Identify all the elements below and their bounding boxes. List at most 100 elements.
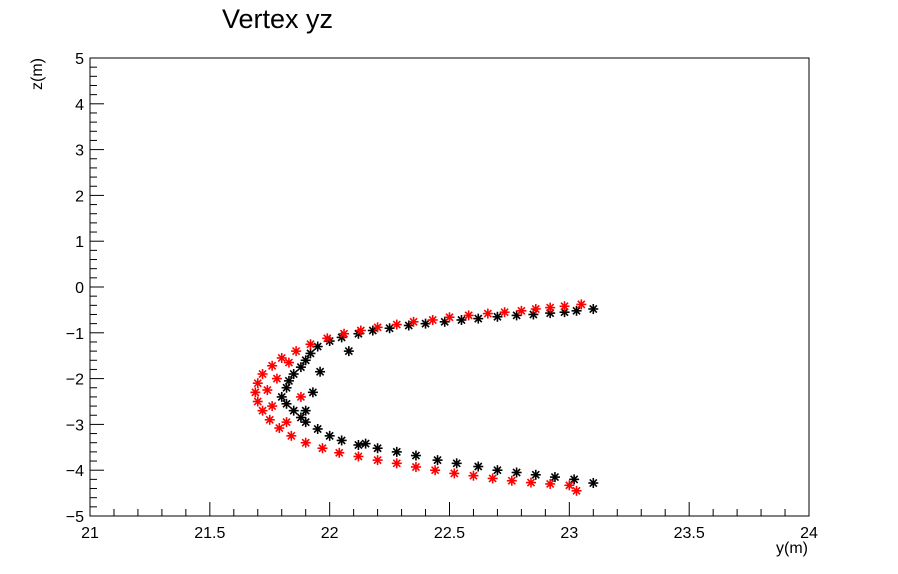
data-point: [257, 369, 268, 380]
data-point: [391, 458, 402, 469]
y-tick-label: 2: [75, 188, 84, 205]
data-point: [499, 307, 510, 318]
axis-ticks: [89, 57, 810, 517]
data-point: [545, 302, 556, 313]
data-point: [372, 455, 383, 466]
y-tick-label: 4: [75, 97, 84, 114]
data-point: [473, 313, 484, 324]
y-tick-label: −2: [66, 372, 84, 389]
data-point: [317, 443, 328, 454]
data-point: [339, 328, 350, 339]
data-point: [410, 450, 421, 461]
data-point: [300, 355, 311, 366]
data-point: [482, 308, 493, 319]
data-point: [449, 468, 460, 479]
data-point: [588, 478, 599, 489]
data-point: [511, 310, 522, 321]
data-point: [288, 369, 299, 380]
y-tick-label: −3: [66, 417, 84, 434]
data-point: [300, 417, 311, 428]
data-point: [384, 323, 395, 334]
data-point: [530, 469, 541, 480]
data-point: [300, 405, 311, 416]
data-point: [468, 470, 479, 481]
data-point: [295, 391, 306, 402]
data-point: [492, 311, 503, 322]
data-point: [262, 385, 273, 396]
y-tick-label: −4: [66, 463, 84, 480]
data-point: [286, 430, 297, 441]
data-point: [312, 423, 323, 434]
y-tick-label: 0: [75, 280, 84, 297]
data-point: [372, 322, 383, 333]
data-point: [430, 465, 441, 476]
data-point: [257, 405, 268, 416]
x-tick-label: 22: [321, 525, 339, 542]
data-point: [549, 472, 560, 483]
data-point: [336, 435, 347, 446]
data-point: [530, 303, 541, 314]
data-point: [506, 475, 517, 486]
y-axis-title: z(m): [29, 58, 46, 90]
data-point: [283, 357, 294, 368]
data-point: [545, 478, 556, 489]
data-point: [322, 333, 333, 344]
data-point: [267, 401, 278, 412]
chart-title: Vertex yz: [222, 4, 334, 34]
data-point: [281, 382, 292, 393]
data-point: [353, 451, 364, 462]
data-point: [353, 440, 364, 451]
data-point: [307, 387, 318, 398]
y-tick-labels: −5 −4 −3 −2 −1 0 1 2 3 4 5: [66, 51, 84, 526]
data-point: [525, 477, 536, 488]
data-point: [571, 485, 582, 496]
data-point: [410, 461, 421, 472]
data-point: [427, 314, 438, 325]
data-point: [559, 307, 570, 318]
data-point: [569, 474, 580, 485]
data-point: [250, 387, 261, 398]
data-point: [408, 316, 419, 327]
data-point: [343, 346, 354, 357]
data-point: [420, 318, 431, 329]
data-point: [432, 455, 443, 466]
y-tick-label: −5: [66, 509, 84, 526]
data-point: [576, 299, 587, 310]
data-point: [451, 458, 462, 469]
x-axis-title: y(m): [776, 540, 808, 557]
data-point: [276, 391, 287, 402]
data-point: [360, 438, 371, 449]
data-point: [291, 346, 302, 357]
data-point: [559, 301, 570, 312]
data-point: [264, 414, 275, 425]
data-point: [300, 437, 311, 448]
data-point: [334, 447, 345, 458]
y-tick-label: 3: [75, 143, 84, 160]
data-point: [288, 405, 299, 416]
data-point: [391, 446, 402, 457]
data-point: [473, 461, 484, 472]
y-tick-label: 5: [75, 51, 84, 68]
data-point: [274, 423, 285, 434]
data-point: [355, 325, 366, 336]
x-tick-label: 23: [560, 525, 578, 542]
data-point: [324, 430, 335, 441]
data-point: [267, 360, 278, 371]
data-point: [516, 305, 527, 316]
x-tick-label: 21: [81, 525, 99, 542]
data-point: [511, 467, 522, 478]
data-point: [252, 396, 263, 407]
data-point: [463, 310, 474, 321]
data-point: [571, 305, 582, 316]
x-tick-label: 22.5: [434, 525, 465, 542]
y-tick-label: 1: [75, 234, 84, 251]
x-tick-labels: 21 21.5 22 22.5 23 23.5 24: [81, 525, 818, 542]
data-point: [444, 312, 455, 323]
data-point: [271, 373, 282, 384]
data-point: [252, 378, 263, 389]
data-point: [588, 303, 599, 314]
data-point: [487, 473, 498, 484]
data-point: [315, 366, 326, 377]
data-point: [456, 314, 467, 325]
